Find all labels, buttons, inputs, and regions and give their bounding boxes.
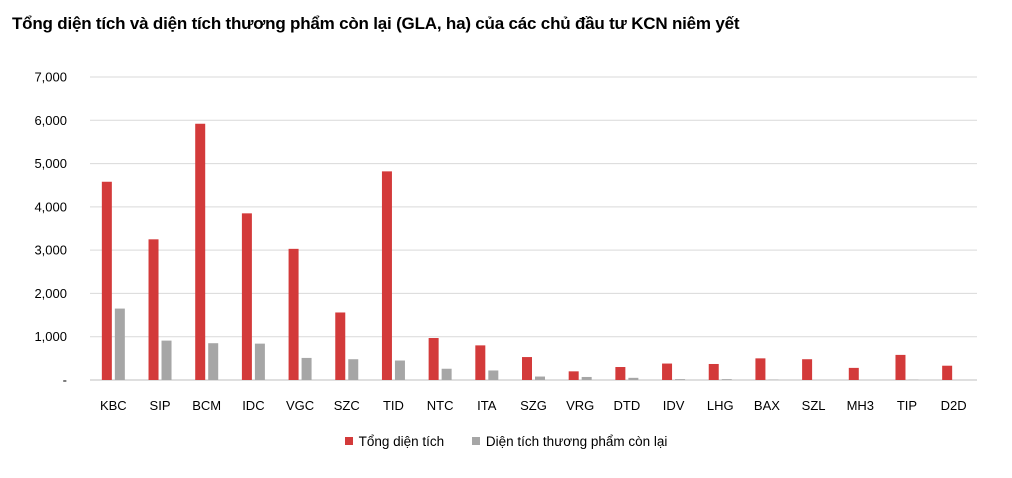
bar-remaining-area bbox=[161, 340, 172, 380]
bar-total-area bbox=[755, 358, 766, 380]
bar-total-area bbox=[802, 359, 813, 380]
bar-remaining-area bbox=[394, 360, 405, 380]
bar-total-area bbox=[381, 171, 392, 380]
x-tick-label: IDV bbox=[663, 398, 685, 413]
bar-total-area bbox=[568, 371, 579, 380]
bar-remaining-area bbox=[628, 377, 639, 380]
bar-total-area bbox=[942, 365, 953, 380]
y-tick-label: - bbox=[63, 373, 67, 388]
x-tick-label: SIP bbox=[150, 398, 171, 413]
legend-item-total-area: Tổng diện tích bbox=[344, 433, 445, 449]
x-tick-label: TIP bbox=[897, 398, 917, 413]
bar-total-area bbox=[288, 248, 299, 380]
bar-total-area bbox=[615, 367, 626, 380]
legend-label-remaining-area: Diện tích thương phẩm còn lại bbox=[485, 433, 668, 449]
bar-remaining-area bbox=[254, 343, 265, 380]
bar-total-area bbox=[522, 357, 532, 380]
x-tick-label: VGC bbox=[286, 398, 314, 413]
y-tick-label: 6,000 bbox=[34, 113, 67, 128]
legend-label-total-area: Tổng diện tích bbox=[358, 433, 445, 449]
bar-total-area bbox=[428, 338, 439, 380]
x-tick-label: MH3 bbox=[847, 398, 874, 413]
x-tick-label: IDC bbox=[242, 398, 264, 413]
bar-remaining-area bbox=[301, 357, 312, 380]
legend-swatch-remaining-area bbox=[471, 437, 480, 445]
x-tick-label: SZL bbox=[802, 398, 826, 413]
x-tick-label: TID bbox=[383, 398, 404, 413]
bar-total-area bbox=[895, 354, 906, 380]
x-tick-label: NTC bbox=[427, 398, 454, 413]
x-tick-label: D2D bbox=[941, 398, 967, 413]
x-tick-label: DTD bbox=[614, 398, 641, 413]
bar-remaining-area bbox=[114, 308, 125, 380]
bar-total-area bbox=[848, 367, 859, 380]
x-tick-label: ITA bbox=[477, 398, 497, 413]
bar-total-area bbox=[708, 363, 719, 380]
bar-remaining-area bbox=[721, 379, 732, 380]
y-tick-label: 2,000 bbox=[34, 286, 67, 301]
bar-total-area bbox=[241, 213, 252, 380]
y-tick-label: 1,000 bbox=[34, 329, 67, 344]
chart-title: Tổng diện tích và diện tích thương phẩm … bbox=[12, 14, 740, 33]
legend-swatch-total-area bbox=[344, 437, 353, 445]
y-tick-label: 3,000 bbox=[34, 243, 67, 258]
x-tick-label: LHG bbox=[707, 398, 734, 413]
bar-total-area bbox=[195, 123, 206, 381]
x-tick-label: SZG bbox=[520, 398, 547, 413]
bar-total-area bbox=[335, 312, 346, 380]
x-tick-label: VRG bbox=[566, 398, 594, 413]
bar-remaining-area bbox=[348, 359, 359, 380]
y-tick-label: 7,000 bbox=[34, 70, 67, 85]
x-tick-label: SZC bbox=[334, 398, 360, 413]
bar-total-area bbox=[148, 239, 159, 380]
legend-item-remaining-area: Diện tích thương phẩm còn lại bbox=[471, 433, 668, 449]
bar-total-area bbox=[101, 181, 112, 380]
bar-remaining-area bbox=[208, 343, 219, 380]
bar-remaining-area bbox=[581, 376, 592, 380]
x-tick-label: BCM bbox=[192, 398, 221, 413]
bar-remaining-area bbox=[535, 376, 545, 380]
x-tick-label: KBC bbox=[100, 398, 127, 413]
bar-remaining-area bbox=[441, 368, 452, 380]
y-tick-label: 5,000 bbox=[34, 156, 67, 171]
y-tick-label: 4,000 bbox=[34, 199, 67, 214]
bar-total-area bbox=[662, 363, 673, 380]
x-tick-label: BAX bbox=[754, 398, 780, 413]
bar-remaining-area bbox=[675, 379, 686, 380]
bar-remaining-area bbox=[488, 370, 499, 380]
legend: Tổng diện tích Diện tích thương phẩm còn… bbox=[0, 433, 1012, 449]
bar-total-area bbox=[475, 345, 486, 380]
